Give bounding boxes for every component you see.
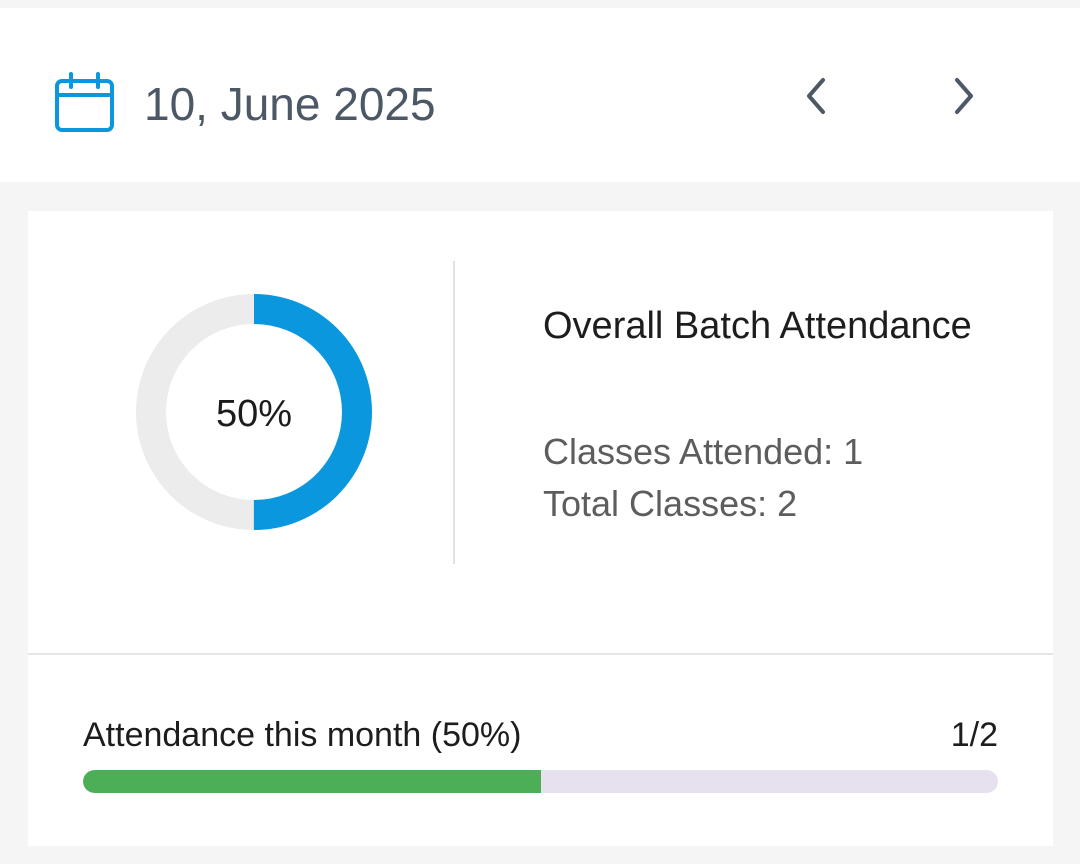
next-date-button[interactable] [934, 66, 994, 126]
previous-date-button[interactable] [786, 66, 846, 126]
total-classes: Total Classes: 2 [543, 483, 798, 524]
horizontal-divider [28, 653, 1053, 655]
attendance-card: 50% Overall Batch Attendance Classes Att… [28, 211, 1053, 846]
attendance-title: Overall Batch Attendance [543, 305, 972, 347]
chevron-left-icon [807, 78, 825, 114]
vertical-divider [453, 261, 455, 564]
date-bar: 10, June 2025 [0, 8, 1080, 182]
classes-attended: Classes Attended: 1 [543, 431, 864, 472]
progress-fill [83, 770, 541, 793]
monthly-attendance-count: 1/2 [950, 716, 998, 754]
calendar-icon[interactable] [54, 69, 116, 135]
attendance-donut-chart [136, 294, 372, 530]
attendance-percent: 50% [215, 393, 293, 435]
current-date[interactable]: 10, June 2025 [144, 78, 436, 130]
chevron-right-icon [955, 78, 973, 114]
donut-progress-arc [136, 294, 372, 530]
monthly-attendance-progress-bar [83, 770, 998, 793]
monthly-attendance-label: Attendance this month (50%) [83, 716, 522, 754]
